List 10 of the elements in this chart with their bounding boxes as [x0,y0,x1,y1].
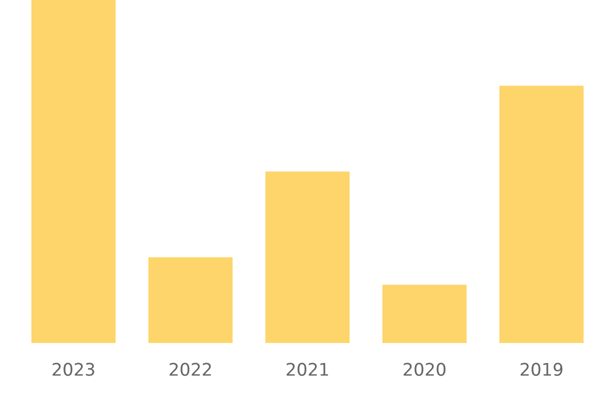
x-tick-label: 2021 [286,362,328,376]
x-tick-label: 2022 [170,362,211,376]
x-tick-label: 2019 [520,362,562,376]
bar [382,284,467,343]
bar [31,0,116,343]
bar [499,86,584,343]
bar [148,257,233,343]
x-tick-label: 2020 [404,362,446,376]
x-tick-label: 2023 [52,362,94,376]
bar [265,172,350,343]
